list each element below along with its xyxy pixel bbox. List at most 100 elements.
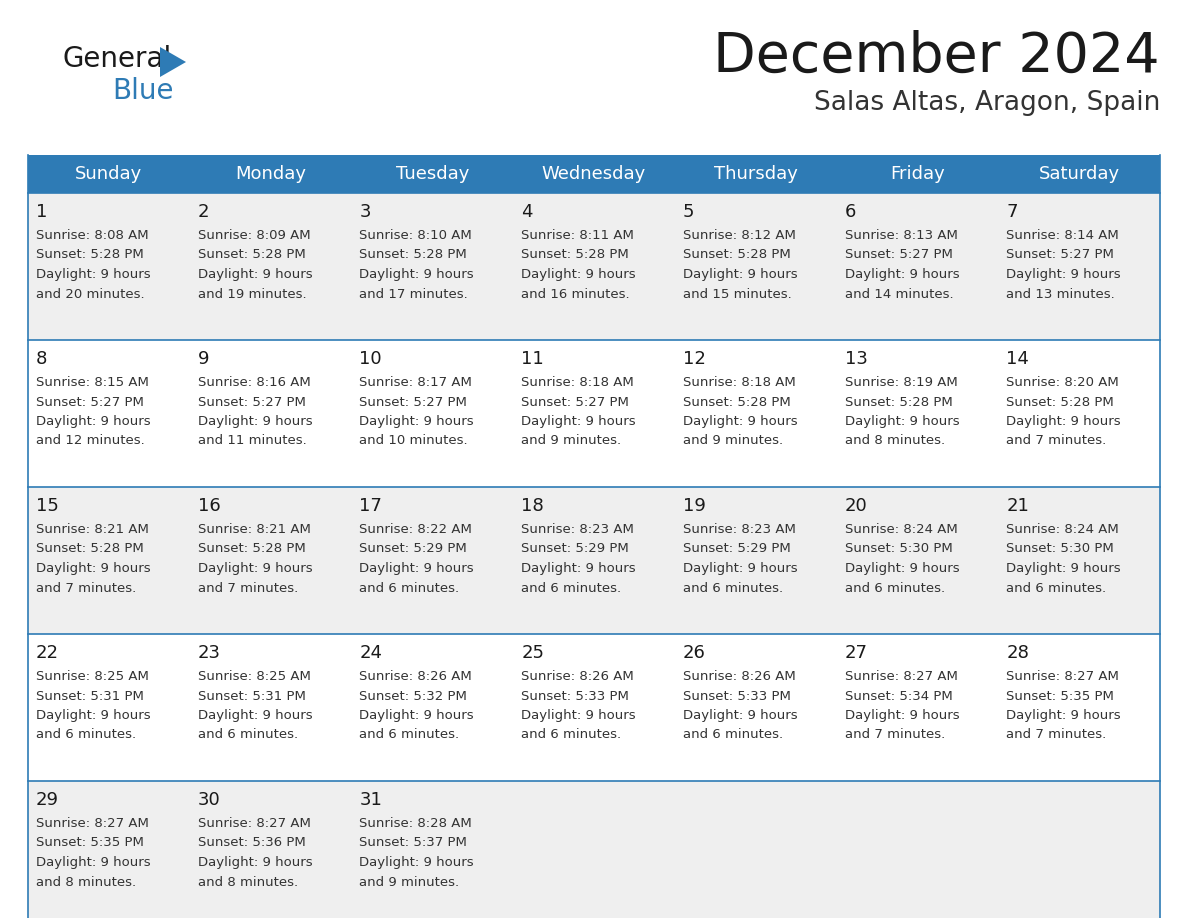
- Text: and 8 minutes.: and 8 minutes.: [36, 876, 137, 889]
- Text: Sunday: Sunday: [75, 165, 143, 183]
- Text: Sunset: 5:28 PM: Sunset: 5:28 PM: [683, 396, 790, 409]
- Text: Sunset: 5:28 PM: Sunset: 5:28 PM: [1006, 396, 1114, 409]
- Text: Sunset: 5:36 PM: Sunset: 5:36 PM: [197, 836, 305, 849]
- Text: Sunrise: 8:27 AM: Sunrise: 8:27 AM: [1006, 670, 1119, 683]
- Text: Daylight: 9 hours: Daylight: 9 hours: [1006, 415, 1121, 428]
- Text: and 20 minutes.: and 20 minutes.: [36, 287, 145, 300]
- Text: Sunrise: 8:28 AM: Sunrise: 8:28 AM: [360, 817, 472, 830]
- Text: Sunrise: 8:18 AM: Sunrise: 8:18 AM: [522, 376, 634, 389]
- Text: Sunrise: 8:21 AM: Sunrise: 8:21 AM: [197, 523, 310, 536]
- Text: and 6 minutes.: and 6 minutes.: [845, 581, 944, 595]
- Text: and 8 minutes.: and 8 minutes.: [845, 434, 944, 447]
- Text: 1: 1: [36, 203, 48, 221]
- Text: Daylight: 9 hours: Daylight: 9 hours: [360, 709, 474, 722]
- Text: Daylight: 9 hours: Daylight: 9 hours: [36, 856, 151, 869]
- Text: Sunrise: 8:19 AM: Sunrise: 8:19 AM: [845, 376, 958, 389]
- Text: Sunset: 5:35 PM: Sunset: 5:35 PM: [1006, 689, 1114, 702]
- Text: 18: 18: [522, 497, 544, 515]
- Text: and 13 minutes.: and 13 minutes.: [1006, 287, 1116, 300]
- Text: and 11 minutes.: and 11 minutes.: [197, 434, 307, 447]
- Text: Sunset: 5:29 PM: Sunset: 5:29 PM: [683, 543, 790, 555]
- Text: 31: 31: [360, 791, 383, 809]
- Text: 30: 30: [197, 791, 221, 809]
- Text: Sunset: 5:27 PM: Sunset: 5:27 PM: [522, 396, 628, 409]
- Text: Daylight: 9 hours: Daylight: 9 hours: [845, 709, 959, 722]
- Text: Sunset: 5:28 PM: Sunset: 5:28 PM: [360, 249, 467, 262]
- Bar: [29, 155, 1159, 193]
- Text: 22: 22: [36, 644, 59, 662]
- Text: and 17 minutes.: and 17 minutes.: [360, 287, 468, 300]
- Text: 28: 28: [1006, 644, 1029, 662]
- Text: and 7 minutes.: and 7 minutes.: [36, 581, 137, 595]
- Text: Friday: Friday: [890, 165, 944, 183]
- Text: 29: 29: [36, 791, 59, 809]
- Text: 7: 7: [1006, 203, 1018, 221]
- Text: Sunset: 5:28 PM: Sunset: 5:28 PM: [522, 249, 628, 262]
- Text: and 15 minutes.: and 15 minutes.: [683, 287, 791, 300]
- Text: Sunrise: 8:26 AM: Sunrise: 8:26 AM: [360, 670, 472, 683]
- Text: Saturday: Saturday: [1038, 165, 1120, 183]
- Text: Sunrise: 8:25 AM: Sunrise: 8:25 AM: [197, 670, 310, 683]
- Text: Sunset: 5:31 PM: Sunset: 5:31 PM: [36, 689, 144, 702]
- Text: Sunrise: 8:27 AM: Sunrise: 8:27 AM: [36, 817, 148, 830]
- Text: 12: 12: [683, 350, 706, 368]
- Text: and 6 minutes.: and 6 minutes.: [360, 581, 460, 595]
- Text: Daylight: 9 hours: Daylight: 9 hours: [522, 268, 636, 281]
- Text: Wednesday: Wednesday: [542, 165, 646, 183]
- Text: 23: 23: [197, 644, 221, 662]
- Text: Daylight: 9 hours: Daylight: 9 hours: [845, 562, 959, 575]
- Text: Daylight: 9 hours: Daylight: 9 hours: [683, 415, 797, 428]
- Text: Sunset: 5:28 PM: Sunset: 5:28 PM: [845, 396, 953, 409]
- Text: 3: 3: [360, 203, 371, 221]
- Text: and 6 minutes.: and 6 minutes.: [683, 729, 783, 742]
- Text: Daylight: 9 hours: Daylight: 9 hours: [360, 415, 474, 428]
- Text: Sunset: 5:30 PM: Sunset: 5:30 PM: [845, 543, 953, 555]
- Text: and 6 minutes.: and 6 minutes.: [522, 729, 621, 742]
- Text: Sunrise: 8:21 AM: Sunrise: 8:21 AM: [36, 523, 148, 536]
- Text: 16: 16: [197, 497, 221, 515]
- Bar: [29, 193, 1159, 340]
- Text: Sunrise: 8:10 AM: Sunrise: 8:10 AM: [360, 229, 472, 242]
- Text: Daylight: 9 hours: Daylight: 9 hours: [36, 709, 151, 722]
- Text: Daylight: 9 hours: Daylight: 9 hours: [522, 709, 636, 722]
- Text: 26: 26: [683, 644, 706, 662]
- Text: and 9 minutes.: and 9 minutes.: [522, 434, 621, 447]
- Text: and 9 minutes.: and 9 minutes.: [360, 876, 460, 889]
- Text: Sunset: 5:28 PM: Sunset: 5:28 PM: [683, 249, 790, 262]
- Text: Daylight: 9 hours: Daylight: 9 hours: [36, 562, 151, 575]
- Bar: [29, 487, 1159, 634]
- Text: Sunrise: 8:12 AM: Sunrise: 8:12 AM: [683, 229, 796, 242]
- Text: and 7 minutes.: and 7 minutes.: [197, 581, 298, 595]
- Text: and 16 minutes.: and 16 minutes.: [522, 287, 630, 300]
- Text: 2: 2: [197, 203, 209, 221]
- Text: Sunset: 5:27 PM: Sunset: 5:27 PM: [36, 396, 144, 409]
- Text: 4: 4: [522, 203, 532, 221]
- Text: 10: 10: [360, 350, 383, 368]
- Text: December 2024: December 2024: [713, 30, 1159, 84]
- Text: Daylight: 9 hours: Daylight: 9 hours: [1006, 268, 1121, 281]
- Bar: [29, 634, 1159, 781]
- Text: and 6 minutes.: and 6 minutes.: [360, 729, 460, 742]
- Bar: [29, 340, 1159, 487]
- Text: and 14 minutes.: and 14 minutes.: [845, 287, 953, 300]
- Text: 21: 21: [1006, 497, 1029, 515]
- Text: and 10 minutes.: and 10 minutes.: [360, 434, 468, 447]
- Text: Sunset: 5:33 PM: Sunset: 5:33 PM: [522, 689, 628, 702]
- Text: Sunset: 5:37 PM: Sunset: 5:37 PM: [360, 836, 467, 849]
- Text: Sunset: 5:29 PM: Sunset: 5:29 PM: [522, 543, 628, 555]
- Text: Monday: Monday: [235, 165, 307, 183]
- Text: 13: 13: [845, 350, 867, 368]
- Text: 27: 27: [845, 644, 867, 662]
- Text: Daylight: 9 hours: Daylight: 9 hours: [1006, 562, 1121, 575]
- Text: 8: 8: [36, 350, 48, 368]
- Text: Sunrise: 8:24 AM: Sunrise: 8:24 AM: [1006, 523, 1119, 536]
- Text: Daylight: 9 hours: Daylight: 9 hours: [522, 415, 636, 428]
- Text: Sunset: 5:27 PM: Sunset: 5:27 PM: [1006, 249, 1114, 262]
- Text: and 7 minutes.: and 7 minutes.: [1006, 434, 1106, 447]
- Text: and 19 minutes.: and 19 minutes.: [197, 287, 307, 300]
- Text: Sunrise: 8:14 AM: Sunrise: 8:14 AM: [1006, 229, 1119, 242]
- Text: Tuesday: Tuesday: [396, 165, 469, 183]
- Text: Sunrise: 8:27 AM: Sunrise: 8:27 AM: [197, 817, 310, 830]
- Text: Daylight: 9 hours: Daylight: 9 hours: [683, 709, 797, 722]
- Text: Salas Altas, Aragon, Spain: Salas Altas, Aragon, Spain: [814, 90, 1159, 116]
